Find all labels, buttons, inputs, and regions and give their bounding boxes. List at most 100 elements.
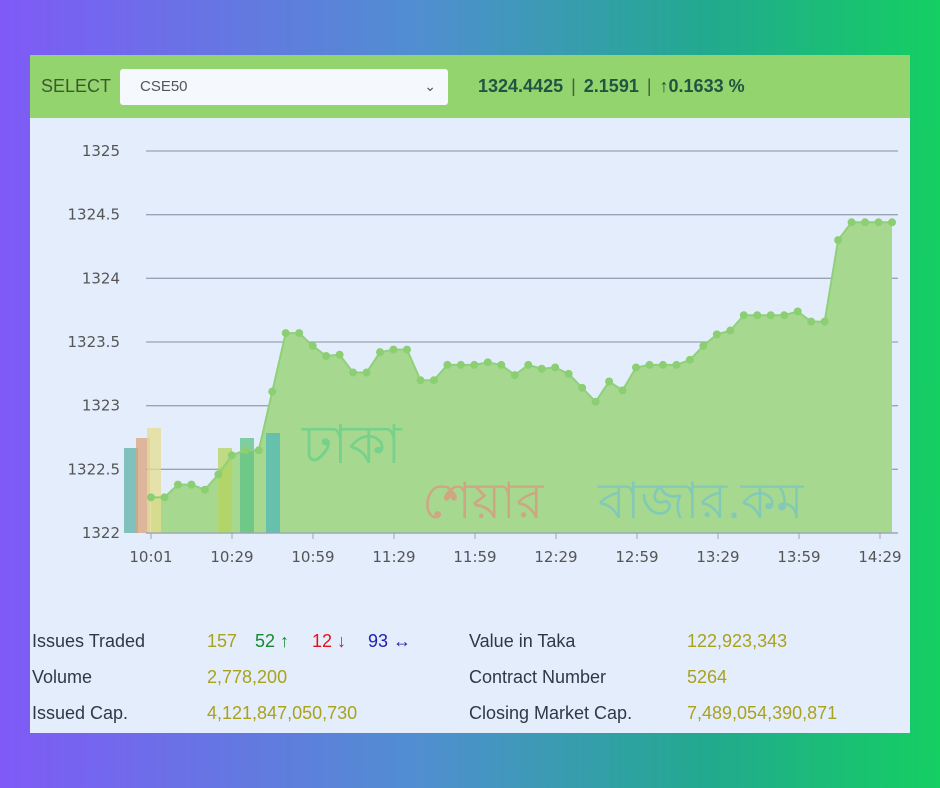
data-point — [658, 360, 667, 369]
index-chart: 1322 1322.5 1323 1323.5 1324 1324.5 1325 ঢাকা শে… — [68, 142, 902, 566]
x-tick-label: 12:29 — [534, 548, 577, 566]
volume-label: Volume — [32, 666, 93, 687]
data-point — [429, 376, 438, 385]
data-point — [524, 360, 533, 369]
data-point — [618, 386, 627, 395]
data-point — [268, 387, 277, 396]
x-tick-label: 11:59 — [453, 548, 496, 566]
watermark-logo-bar — [240, 438, 254, 533]
data-point — [645, 360, 654, 369]
data-point — [389, 345, 398, 354]
x-tick-label: 10:29 — [210, 548, 253, 566]
divider: | — [571, 76, 576, 96]
data-point — [335, 350, 344, 359]
index-select[interactable]: CSE50 ⌄ — [120, 68, 448, 105]
arrow-down-icon: ↓ — [337, 630, 347, 651]
data-point — [510, 371, 519, 380]
data-point — [147, 493, 155, 502]
market-panel: SELECT CSE50 ⌄ 1324.4425 | 2.1591 | ↑0.1… — [30, 55, 910, 733]
x-tick-label: 10:59 — [291, 548, 334, 566]
issues-down: 12 ↓ — [312, 630, 347, 651]
data-point — [861, 218, 870, 227]
contract-label: Contract Number — [469, 666, 607, 687]
y-tick-label: 1324 — [82, 269, 120, 287]
data-point — [362, 368, 371, 377]
data-point — [780, 311, 789, 320]
data-point — [416, 376, 425, 385]
y-tick-label: 1323.5 — [68, 333, 121, 351]
data-point — [632, 363, 641, 372]
data-point — [820, 317, 829, 326]
data-point — [173, 480, 182, 489]
data-point — [591, 397, 600, 406]
closing-cap-label: Closing Market Cap. — [469, 702, 633, 723]
data-point — [766, 311, 775, 320]
index-change: 2.1591 — [583, 76, 639, 96]
data-point — [564, 369, 573, 378]
data-point — [699, 341, 708, 350]
issues-unchanged: 93 ↔ — [368, 630, 412, 651]
data-point — [160, 493, 169, 502]
issued-cap-value: 4,121,847,050,730 — [207, 702, 358, 723]
data-point — [322, 352, 331, 361]
x-tick-label: 14:29 — [858, 548, 901, 566]
watermark-logo-bar — [124, 448, 138, 533]
data-point — [483, 358, 492, 367]
index-change-pct: 0.1633 % — [668, 76, 745, 96]
data-point — [308, 341, 317, 350]
contract-value: 5264 — [687, 666, 728, 687]
closing-cap-value: 7,489,054,390,871 — [687, 702, 838, 723]
value-in-taka: 122,923,343 — [687, 630, 788, 651]
data-point — [874, 218, 883, 227]
watermark-text: ঢাকা — [301, 415, 403, 475]
index-value: 1324.4425 — [478, 76, 564, 96]
watermark-logo-bar — [218, 448, 232, 533]
data-point — [807, 317, 816, 326]
selected-index: CSE50 — [140, 78, 188, 95]
data-point — [281, 329, 290, 338]
data-point — [349, 368, 358, 377]
data-point — [497, 360, 506, 369]
watermark-logo-bar — [136, 438, 150, 533]
y-tick-label: 1324.5 — [68, 206, 121, 224]
volume-value: 2,778,200 — [207, 666, 288, 687]
watermark-text: বাজার.কম — [597, 473, 805, 529]
issues-total: 157 — [207, 630, 238, 651]
x-tick-label: 10:01 — [129, 548, 172, 566]
arrow-up-icon: ↑ — [280, 630, 290, 651]
data-point — [214, 470, 223, 479]
data-point — [712, 330, 721, 339]
data-point — [834, 236, 843, 245]
data-point — [793, 307, 802, 316]
data-point — [672, 360, 681, 369]
watermark-logo-bar — [147, 428, 161, 533]
chevron-down-icon: ⌄ — [424, 78, 436, 94]
data-point — [227, 451, 236, 460]
y-tick-label: 1322 — [82, 524, 120, 542]
data-point — [605, 377, 614, 386]
data-point — [254, 446, 263, 455]
data-point — [578, 383, 587, 392]
data-point — [726, 326, 735, 335]
data-point — [200, 485, 209, 494]
data-point — [753, 311, 762, 320]
issued-cap-label: Issued Cap. — [32, 702, 129, 723]
value-label: Value in Taka — [469, 630, 576, 651]
x-tick-label: 11:29 — [372, 548, 415, 566]
index-stats: 1324.4425 | 2.1591 | ↑0.1633 % — [478, 76, 745, 97]
arrow-left-right-icon: ↔ — [393, 630, 412, 651]
data-point — [443, 360, 452, 369]
data-point — [402, 345, 411, 354]
y-tick-label: 1325 — [82, 142, 120, 160]
data-point — [470, 360, 479, 369]
header-bar: SELECT CSE50 ⌄ 1324.4425 | 2.1591 | ↑0.1… — [30, 55, 910, 118]
y-tick-label: 1322.5 — [68, 460, 121, 478]
arrow-up-icon: ↑ — [659, 76, 669, 96]
issues-up: 52 ↑ — [255, 630, 290, 651]
data-point — [456, 360, 465, 369]
data-point — [241, 446, 250, 455]
x-tick-label: 12:59 — [615, 548, 658, 566]
data-point — [739, 311, 748, 320]
data-point — [551, 363, 560, 372]
data-point — [537, 364, 546, 373]
